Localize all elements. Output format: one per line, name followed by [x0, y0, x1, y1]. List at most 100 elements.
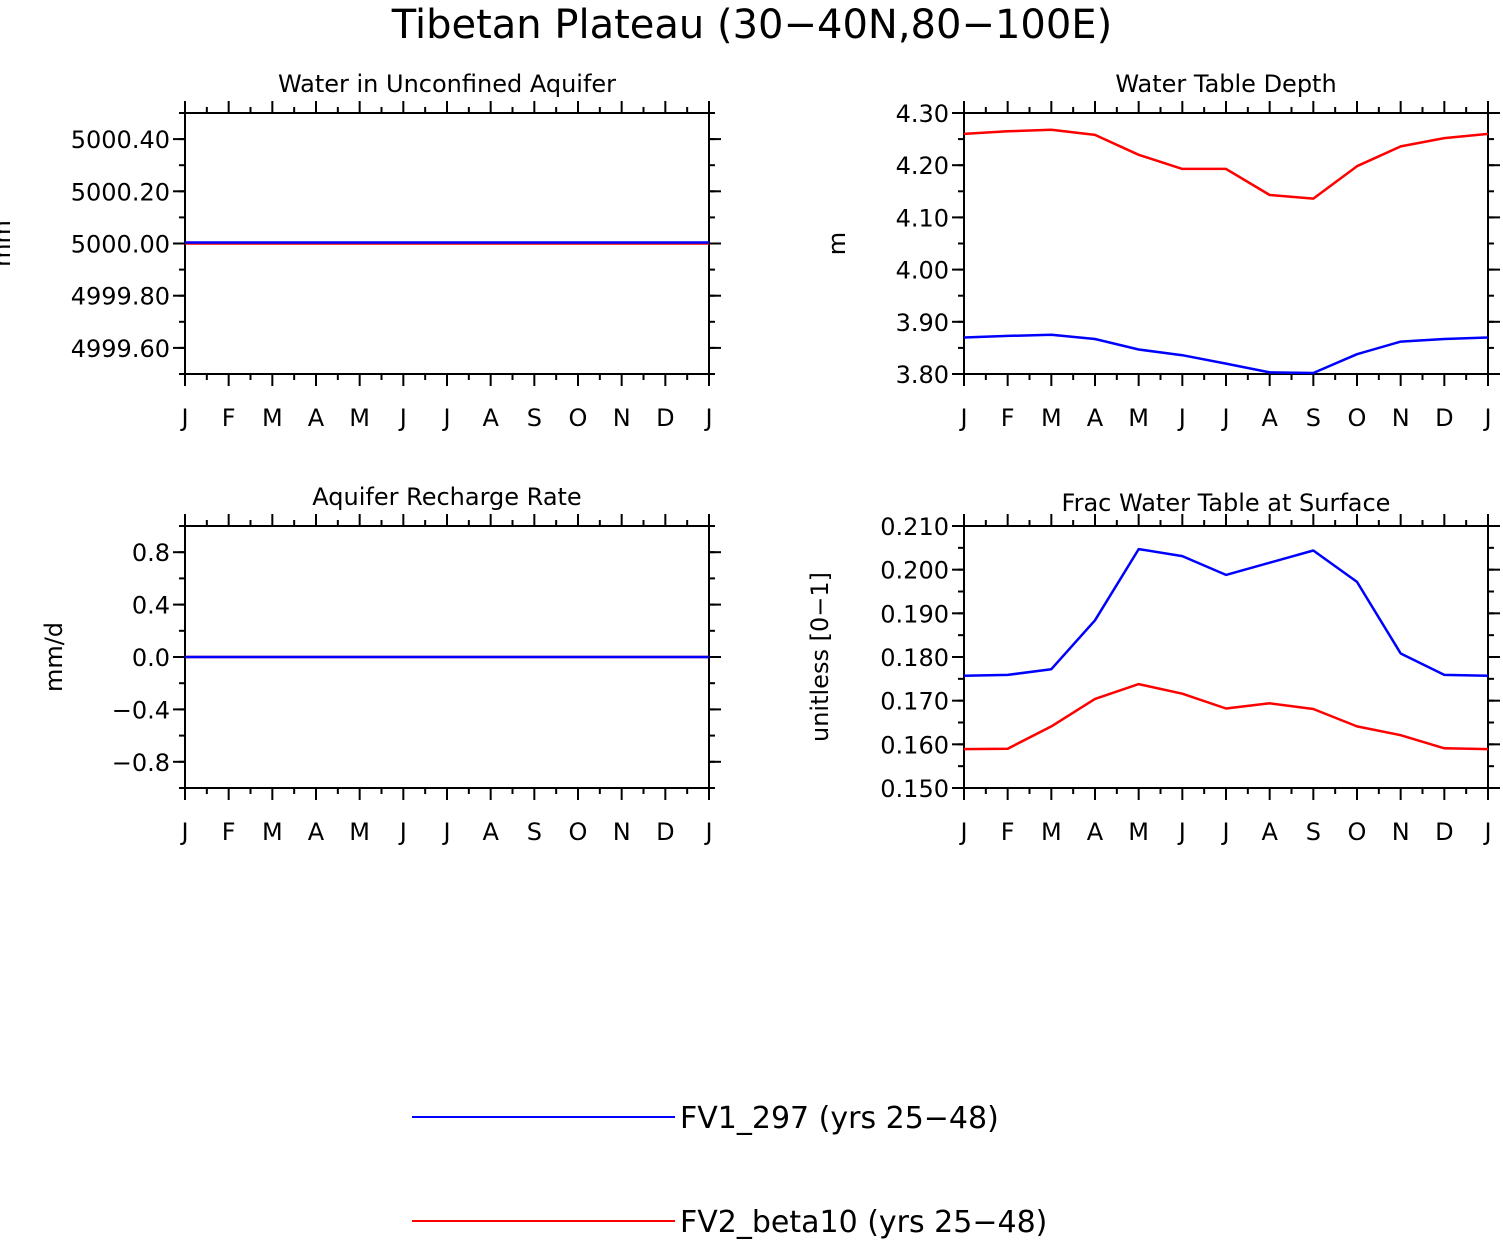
- x-tick-label: J: [441, 818, 450, 846]
- x-tick-label: J: [703, 818, 712, 846]
- x-tick-label: J: [179, 818, 188, 846]
- x-tick-label: N: [1392, 404, 1410, 432]
- x-tick-label: N: [1392, 818, 1410, 846]
- y-tick-label: 0.150: [880, 775, 949, 803]
- x-axis-ticks: [963, 514, 1489, 800]
- x-tick-label: J: [958, 404, 967, 432]
- y-tick-label: 0.190: [880, 600, 949, 628]
- panel-water-table-depth: Water Table Depth J F M A M J J A S O N D J3.803.904…: [823, 70, 1500, 432]
- x-tick-label: A: [308, 818, 325, 846]
- x-tick-label: F: [1001, 818, 1015, 846]
- x-axis-ticks: [963, 101, 1489, 386]
- x-tick-label: M: [349, 404, 370, 432]
- x-tick-label: J: [179, 404, 188, 432]
- series-line-fv2-beta10: [963, 128, 1489, 200]
- x-tick-label: A: [308, 404, 325, 432]
- x-tick-label: D: [1435, 404, 1453, 432]
- x-tick-label: M: [1041, 818, 1062, 846]
- y-tick-label: −0.4: [112, 696, 170, 724]
- x-tick-label: O: [569, 404, 588, 432]
- x-tick-label: J: [398, 404, 407, 432]
- x-tick-label: A: [1261, 404, 1278, 432]
- x-tick-label: D: [656, 818, 674, 846]
- y-tick-label: 5000.40: [71, 126, 170, 154]
- y-axis-ticks: [952, 525, 1500, 789]
- figure-title: Tibetan Plateau (30−40N,80−100E): [391, 2, 1112, 48]
- x-tick-label: J: [1220, 404, 1229, 432]
- y-axis-label: mm/d: [40, 622, 68, 692]
- x-axis-ticks: [184, 514, 710, 800]
- y-axis-ticks: [952, 112, 1500, 375]
- panel-aquifer-recharge: Aquifer Recharge Rate J F M A M J J A S O N D J−0.8−…: [40, 483, 721, 846]
- x-tick-label: S: [1306, 404, 1321, 432]
- x-axis-ticks: [184, 101, 710, 386]
- y-tick-label: 5000.20: [71, 178, 170, 206]
- x-tick-label: M: [262, 404, 283, 432]
- x-tick-label: O: [1348, 404, 1367, 432]
- x-tick-label: J: [958, 818, 967, 846]
- x-tick-label: D: [656, 404, 674, 432]
- x-tick-label: F: [1001, 404, 1015, 432]
- x-tick-label: N: [613, 818, 631, 846]
- panel-title: Water in Unconfined Aquifer: [278, 70, 616, 98]
- y-tick-label: 0.210: [880, 513, 949, 541]
- y-tick-label: 4.20: [896, 152, 949, 180]
- legend-label-series2: FV2_beta10 (yrs 25−48): [680, 1205, 1047, 1240]
- y-tick-label: −0.8: [112, 749, 170, 777]
- x-tick-label: S: [1306, 818, 1321, 846]
- x-tick-label: J: [703, 404, 712, 432]
- x-tick-label: M: [262, 818, 283, 846]
- x-tick-label: F: [222, 404, 236, 432]
- x-tick-label: J: [1177, 404, 1186, 432]
- y-tick-label: 4.10: [896, 204, 949, 232]
- x-tick-label: J: [1482, 404, 1491, 432]
- y-tick-label: 0.4: [132, 592, 170, 620]
- series-line-fv1-297: [963, 333, 1489, 375]
- legend: FV1_297 (yrs 25−48) FV2_beta10 (yrs 25−4…: [412, 1101, 1047, 1240]
- x-tick-label: J: [1482, 818, 1491, 846]
- series-line-fv2-beta10: [963, 682, 1489, 751]
- x-tick-label: S: [527, 818, 542, 846]
- y-tick-label: 0.180: [880, 644, 949, 672]
- y-tick-label: 4.30: [896, 100, 949, 128]
- y-axis-ticks: [173, 112, 721, 375]
- x-tick-label: M: [1041, 404, 1062, 432]
- x-tick-label: M: [349, 818, 370, 846]
- x-tick-label: M: [1128, 818, 1149, 846]
- y-tick-label: 4.00: [896, 257, 949, 285]
- x-tick-label: J: [398, 818, 407, 846]
- x-tick-label: F: [222, 818, 236, 846]
- x-tick-label: D: [1435, 818, 1453, 846]
- y-tick-label: 0.8: [132, 539, 170, 567]
- y-axis-label: mm: [0, 220, 16, 267]
- y-tick-label: 0.160: [880, 731, 949, 759]
- x-tick-label: A: [482, 818, 499, 846]
- y-axis-label: unitless [0−1]: [806, 572, 834, 742]
- y-tick-label: 4999.60: [71, 335, 170, 363]
- x-tick-label: A: [1087, 404, 1104, 432]
- y-tick-label: 3.80: [896, 361, 949, 389]
- legend-label-series1: FV1_297 (yrs 25−48): [680, 1101, 999, 1136]
- x-tick-label: N: [613, 404, 631, 432]
- x-tick-label: M: [1128, 404, 1149, 432]
- x-tick-label: A: [1087, 818, 1104, 846]
- x-tick-label: O: [569, 818, 588, 846]
- y-tick-label: 0.170: [880, 688, 949, 716]
- y-tick-label: 5000.00: [71, 231, 170, 259]
- y-tick-label: 4999.80: [71, 283, 170, 311]
- x-tick-label: S: [527, 404, 542, 432]
- panel-title: Water Table Depth: [1115, 70, 1336, 98]
- y-axis-label: m: [823, 232, 851, 255]
- y-axis-ticks: [173, 525, 721, 789]
- y-tick-label: 0.200: [880, 557, 949, 585]
- panel-title: Frac Water Table at Surface: [1062, 489, 1391, 517]
- x-tick-label: A: [482, 404, 499, 432]
- x-tick-label: A: [1261, 818, 1278, 846]
- x-tick-label: J: [1220, 818, 1229, 846]
- y-tick-label: 0.0: [132, 644, 170, 672]
- y-tick-label: 3.90: [896, 309, 949, 337]
- series-line-fv1-297: [963, 547, 1489, 678]
